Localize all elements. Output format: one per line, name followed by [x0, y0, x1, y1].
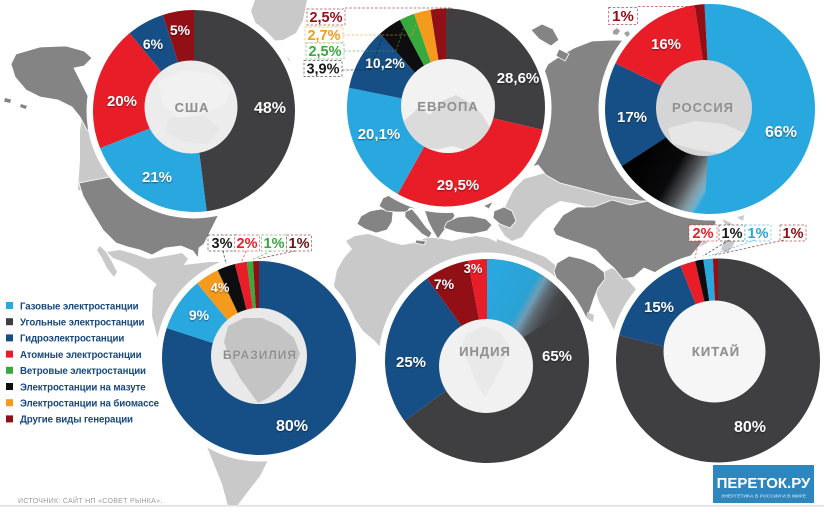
svg-text:2%: 2%	[693, 226, 714, 242]
svg-text:66%: 66%	[765, 124, 797, 141]
svg-text:1%: 1%	[722, 226, 743, 242]
svg-text:ЭНЕРГЕТИКА В РОССИИ И В МИРЕ: ЭНЕРГЕТИКА В РОССИИ И В МИРЕ	[721, 494, 807, 500]
svg-text:Другие виды генерации: Другие виды генерации	[20, 415, 133, 426]
svg-text:3%: 3%	[464, 261, 483, 276]
svg-text:5%: 5%	[170, 22, 191, 38]
svg-text:20%: 20%	[107, 93, 137, 110]
svg-text:1%: 1%	[612, 8, 634, 25]
svg-text:6%: 6%	[143, 36, 164, 52]
svg-text:ИСТОЧНИК: САЙТ НП «СОВЕТ РЫНКА: ИСТОЧНИК: САЙТ НП «СОВЕТ РЫНКА».	[18, 496, 163, 505]
svg-text:10,2%: 10,2%	[365, 55, 405, 71]
svg-text:Гидроэлектростанции: Гидроэлектростанции	[20, 334, 124, 345]
svg-text:ИНДИЯ: ИНДИЯ	[459, 344, 511, 359]
svg-text:Угольные электростанции: Угольные электростанции	[20, 318, 144, 329]
svg-text:Ветровые электростанции: Ветровые электростанции	[20, 366, 146, 377]
svg-text:80%: 80%	[734, 419, 766, 436]
svg-text:1%: 1%	[289, 236, 310, 252]
svg-text:РОССИЯ: РОССИЯ	[672, 100, 734, 115]
svg-text:17%: 17%	[617, 109, 647, 126]
svg-text:2,7%: 2,7%	[307, 28, 340, 44]
svg-text:3,9%: 3,9%	[306, 62, 339, 78]
svg-text:2%: 2%	[237, 236, 258, 252]
svg-text:25%: 25%	[396, 354, 426, 371]
svg-text:48%: 48%	[254, 100, 286, 117]
svg-text:2,5%: 2,5%	[308, 44, 341, 60]
svg-text:ЕВРОПА: ЕВРОПА	[417, 99, 478, 114]
svg-text:20,1%: 20,1%	[358, 126, 401, 143]
svg-text:28,6%: 28,6%	[497, 70, 540, 87]
svg-text:Электростанции на биомассе: Электростанции на биомассе	[20, 399, 160, 410]
svg-text:Атомные электростанции: Атомные электростанции	[20, 350, 142, 361]
svg-text:4%: 4%	[211, 280, 230, 295]
svg-text:Электростанции на мазуте: Электростанции на мазуте	[20, 382, 146, 393]
svg-text:1%: 1%	[264, 236, 285, 252]
svg-text:16%: 16%	[651, 36, 681, 53]
svg-text:1%: 1%	[783, 226, 804, 242]
svg-text:КИТАЙ: КИТАЙ	[692, 344, 740, 359]
svg-text:Газовые электростанции: Газовые электростанции	[20, 301, 139, 312]
svg-text:БРАЗИЛИЯ: БРАЗИЛИЯ	[223, 348, 297, 362]
svg-text:65%: 65%	[542, 348, 572, 365]
svg-text:29,5%: 29,5%	[437, 177, 480, 194]
svg-text:80%: 80%	[276, 418, 308, 435]
svg-text:7%: 7%	[434, 276, 455, 292]
svg-text:21%: 21%	[142, 169, 172, 186]
svg-text:2,5%: 2,5%	[309, 10, 342, 26]
svg-text:15%: 15%	[644, 299, 674, 316]
svg-text:1%: 1%	[748, 226, 769, 242]
svg-text:9%: 9%	[189, 307, 210, 323]
svg-text:США: США	[175, 100, 210, 115]
svg-text:ПЕРЕТОК.РУ: ПЕРЕТОК.РУ	[717, 475, 811, 492]
svg-text:3%: 3%	[212, 236, 233, 252]
